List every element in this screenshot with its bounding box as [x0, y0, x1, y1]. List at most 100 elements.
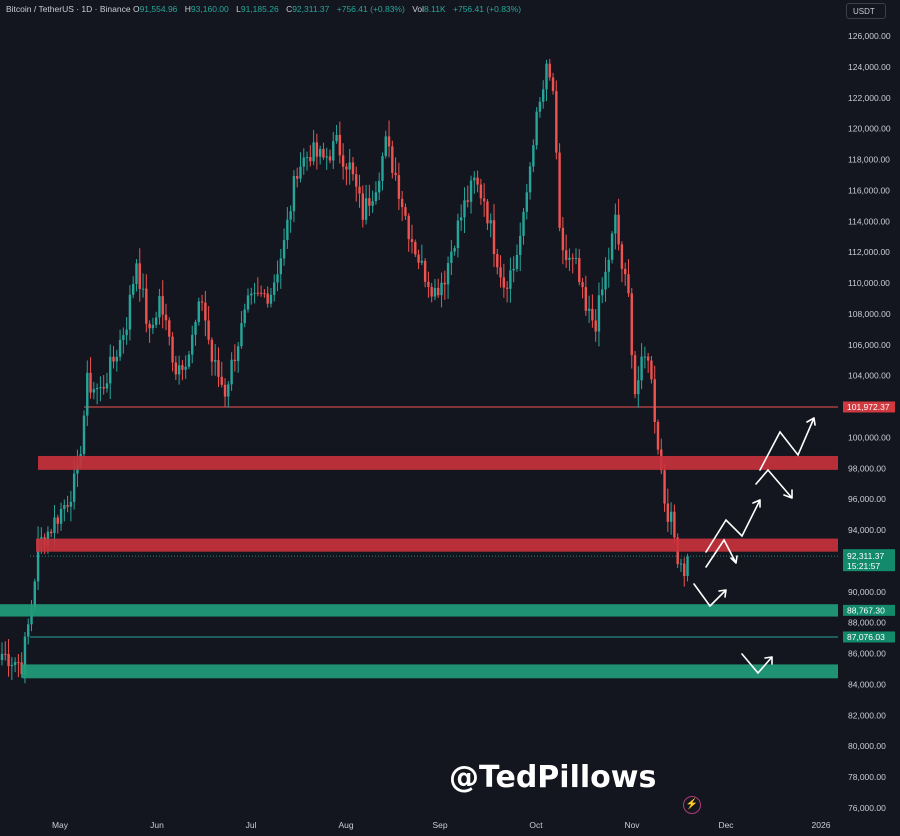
x-tick-label: Oct	[529, 820, 543, 830]
candle-body	[430, 286, 433, 297]
candle-body	[253, 292, 256, 294]
close-value: 92,311.37	[292, 4, 330, 14]
last-price-tag: 92,311.37	[847, 551, 884, 561]
candle-body	[194, 322, 197, 335]
candle-body	[236, 346, 240, 362]
level-zone	[36, 538, 838, 552]
y-tick-label: 116,000.00	[848, 185, 890, 195]
candle-body	[33, 581, 36, 610]
candle-body	[535, 111, 538, 146]
candle-body	[279, 258, 282, 275]
candle-body	[656, 421, 660, 450]
candle-body	[479, 184, 483, 199]
candle-body	[269, 294, 273, 304]
candle-body	[4, 653, 7, 655]
level-tag: 101,972.37	[847, 402, 890, 412]
candle-body	[56, 517, 59, 524]
candle-body	[414, 241, 417, 255]
candle-body	[338, 134, 342, 156]
candle-body	[292, 175, 296, 212]
lightning-icon[interactable]: ⚡	[683, 796, 701, 814]
candle-body	[197, 301, 200, 323]
candle-body	[0, 653, 4, 660]
candle-body	[161, 296, 164, 315]
candle-body	[394, 172, 397, 176]
candle-body	[115, 356, 118, 362]
candle-body	[118, 339, 122, 357]
candle-body	[335, 134, 338, 142]
x-tick-label: May	[52, 820, 69, 830]
candle-body	[66, 505, 69, 507]
currency-selector[interactable]: USDT	[846, 3, 886, 19]
candle-body	[492, 220, 496, 255]
candle-body	[259, 292, 263, 294]
candle-body	[437, 287, 440, 296]
y-tick-label: 90,000.00	[848, 587, 886, 597]
y-tick-label: 88,000.00	[848, 618, 886, 628]
candle-body	[328, 156, 332, 161]
candle-body	[476, 177, 479, 185]
candle-body	[122, 335, 125, 340]
y-tick-label: 94,000.00	[848, 525, 886, 535]
candle-body	[607, 259, 610, 272]
candle-body	[286, 219, 289, 241]
level-tag-bg	[843, 631, 895, 643]
candle-body	[646, 356, 650, 361]
candle-body	[92, 389, 96, 393]
candle-body	[368, 198, 371, 206]
candle-body	[138, 263, 141, 289]
candle-body	[289, 211, 292, 220]
candle-body	[214, 360, 217, 362]
candle-body	[509, 270, 512, 289]
candle-body	[446, 262, 450, 285]
candle-body	[184, 366, 187, 370]
candle-body	[407, 215, 410, 240]
candle-body	[653, 379, 656, 422]
level-zone	[0, 604, 838, 617]
y-tick-label: 120,000.00	[848, 124, 891, 134]
candle-body	[36, 539, 40, 582]
candle-body	[466, 200, 469, 202]
candle-body	[309, 157, 312, 162]
candle-body	[125, 329, 128, 336]
candle-body	[604, 271, 607, 290]
level-tag: 87,076.03	[847, 632, 885, 642]
y-tick-label: 124,000.00	[848, 62, 891, 72]
candle-body	[581, 281, 584, 288]
candle-body	[240, 323, 243, 347]
candle-body	[177, 365, 181, 375]
symbol-title: Bitcoin / TetherUS · 1D · Binance	[6, 4, 131, 14]
candle-body	[27, 624, 30, 637]
candle-body	[486, 201, 489, 224]
y-tick-label: 106,000.00	[848, 340, 891, 350]
candle-body	[525, 192, 528, 212]
candle-body	[453, 248, 456, 252]
candle-body	[10, 664, 14, 667]
candle-body	[322, 148, 325, 158]
y-tick-label: 100,000.00	[848, 432, 891, 442]
candle-body	[296, 175, 299, 179]
low-label: L	[236, 4, 241, 14]
open-label: O	[132, 4, 140, 14]
candle-body	[571, 257, 574, 259]
y-tick-label: 84,000.00	[848, 679, 886, 689]
low-value: 91,185.26	[240, 4, 279, 14]
candle-body	[391, 146, 394, 173]
y-tick-label: 104,000.00	[848, 371, 891, 381]
x-tick-label: Jul	[246, 820, 257, 830]
candle-body	[443, 282, 446, 285]
candle-body	[273, 282, 276, 295]
candle-body	[473, 177, 476, 181]
candle-body	[361, 193, 364, 220]
candle-body	[151, 324, 155, 329]
candle-body	[109, 356, 112, 384]
candle-body	[141, 288, 145, 290]
candle-body	[614, 214, 617, 234]
candle-body	[683, 563, 686, 577]
level-tag: 88,767.30	[847, 605, 885, 615]
x-tick-label: Dec	[718, 820, 734, 830]
y-tick-label: 78,000.00	[848, 772, 886, 782]
candle-body	[17, 662, 20, 664]
